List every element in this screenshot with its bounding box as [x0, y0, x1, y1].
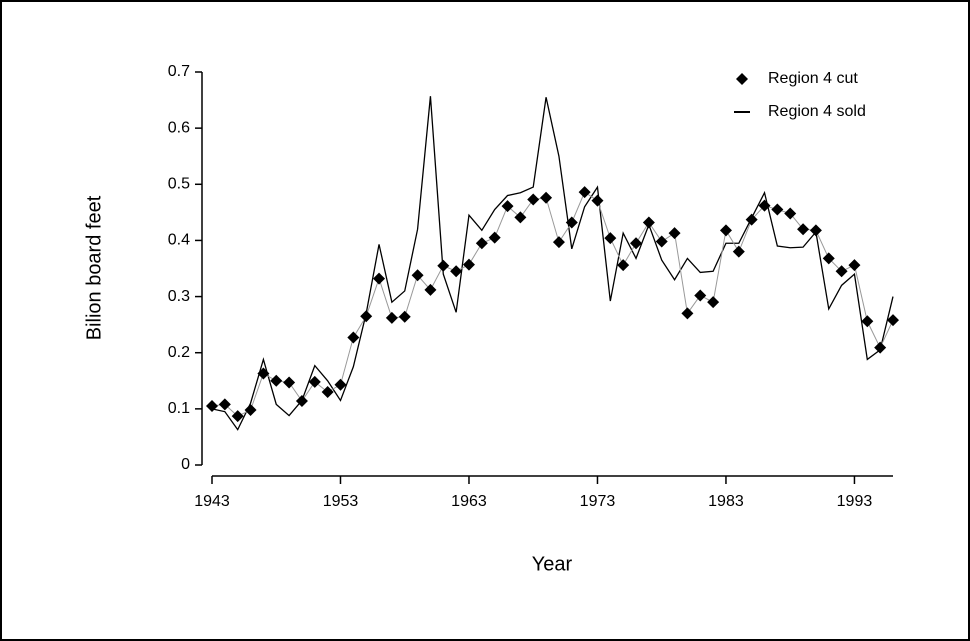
data-point	[822, 252, 835, 265]
data-point	[321, 386, 334, 399]
x-axis-title: Year	[532, 553, 573, 575]
legend-marker	[736, 73, 748, 85]
y-tick-label: 0.1	[168, 400, 190, 417]
data-point	[719, 224, 732, 237]
data-point	[206, 400, 218, 413]
data-point	[231, 410, 244, 423]
data-point	[745, 213, 758, 226]
y-tick-label: 0.7	[168, 63, 190, 80]
data-point	[373, 272, 386, 285]
data-point	[540, 191, 553, 204]
y-tick-label: 0.2	[168, 344, 190, 361]
data-point	[591, 194, 604, 207]
data-point	[732, 245, 745, 258]
data-point	[308, 375, 321, 388]
data-point	[424, 283, 437, 296]
data-point	[360, 310, 373, 323]
data-point	[437, 259, 450, 272]
data-point	[450, 265, 463, 278]
x-tick-label: 1973	[580, 493, 616, 510]
data-point	[835, 265, 848, 278]
data-point	[257, 367, 270, 380]
x-tick-label: 1993	[837, 493, 873, 510]
data-point	[475, 237, 488, 250]
legend-label: Region 4 sold	[768, 103, 866, 120]
data-point	[655, 235, 668, 248]
data-point	[887, 314, 899, 327]
data-point	[707, 296, 720, 309]
series-line	[211, 96, 894, 431]
data-point	[552, 236, 565, 249]
x-tick-label: 1953	[323, 493, 359, 510]
y-tick-label: 0.6	[168, 119, 190, 136]
data-point	[797, 223, 810, 236]
data-point	[398, 310, 411, 323]
legend-label: Region 4 cut	[768, 70, 858, 87]
data-point	[527, 193, 540, 206]
data-point	[771, 203, 784, 216]
data-point	[244, 403, 257, 416]
data-point	[411, 269, 424, 282]
y-tick-label: 0	[181, 456, 190, 473]
y-tick-label: 0.5	[168, 176, 190, 193]
data-point	[578, 186, 591, 199]
data-point	[218, 398, 231, 411]
data-point	[784, 207, 797, 220]
data-point	[462, 258, 475, 271]
data-point	[385, 311, 398, 324]
data-point	[565, 216, 578, 229]
data-point	[617, 259, 630, 272]
data-point	[283, 376, 296, 389]
data-point	[514, 211, 527, 224]
data-point	[681, 307, 694, 320]
data-point	[861, 315, 874, 328]
data-point	[758, 199, 771, 212]
x-tick-label: 1963	[451, 493, 487, 510]
data-point	[874, 341, 887, 354]
data-point	[604, 232, 617, 245]
data-point	[642, 216, 655, 229]
data-point	[488, 231, 501, 244]
y-tick-label: 0.4	[168, 232, 190, 249]
data-point	[334, 378, 347, 391]
data-point	[630, 237, 643, 250]
x-tick-label: 1943	[194, 493, 230, 510]
data-point	[668, 227, 681, 240]
data-point	[295, 394, 308, 407]
data-point	[694, 289, 707, 302]
data-point	[501, 200, 514, 213]
data-point	[809, 224, 822, 237]
y-tick-label: 0.3	[168, 288, 190, 305]
y-axis-title: Bilion board feet	[83, 195, 105, 340]
data-point	[848, 259, 861, 272]
data-point	[270, 374, 283, 387]
x-tick-label: 1983	[708, 493, 744, 510]
data-point	[347, 331, 360, 344]
